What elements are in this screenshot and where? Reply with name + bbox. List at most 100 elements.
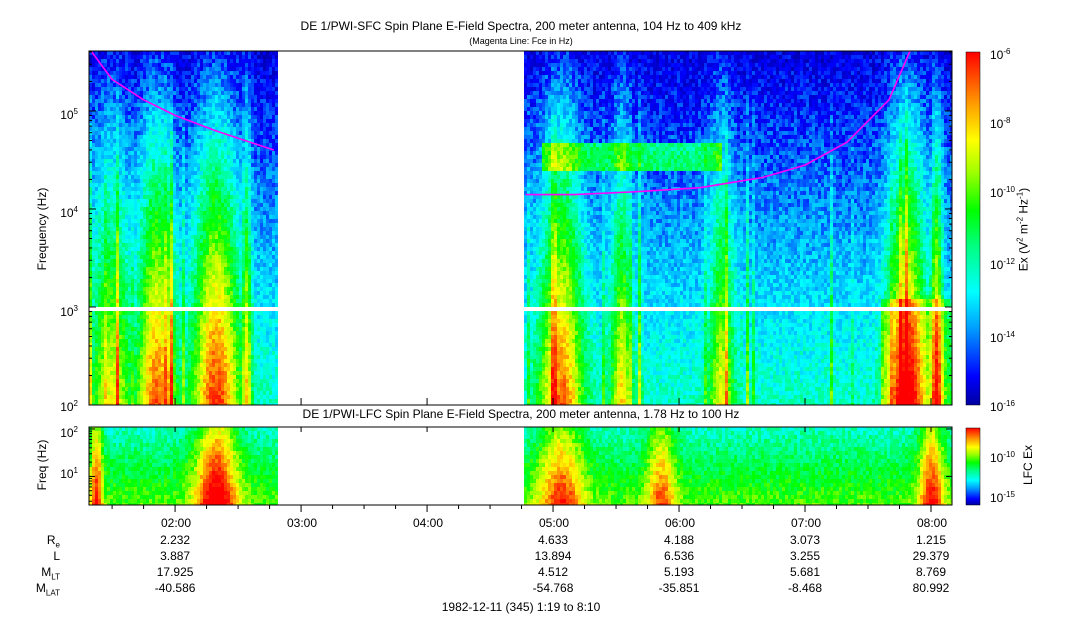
sfc-cell bbox=[137, 331, 140, 335]
sfc-cell bbox=[191, 267, 194, 271]
sfc-cell bbox=[155, 395, 158, 399]
sfc-cell bbox=[110, 139, 113, 143]
sfc-cell bbox=[89, 59, 92, 63]
sfc-cell bbox=[215, 91, 218, 95]
sfc-cell bbox=[155, 123, 158, 127]
sfc-cell bbox=[161, 191, 164, 195]
sfc-cell bbox=[212, 203, 215, 207]
sfc-cell bbox=[179, 323, 182, 327]
sfc-cell bbox=[164, 287, 167, 291]
sfc-cell bbox=[107, 303, 110, 307]
sfc-cell bbox=[182, 247, 185, 251]
sfc-cell bbox=[134, 303, 137, 307]
sfc-cell bbox=[176, 179, 179, 183]
sfc-cell bbox=[239, 371, 242, 375]
sfc-cell bbox=[155, 95, 158, 99]
sfc-cell bbox=[167, 371, 170, 375]
sfc-cell bbox=[125, 299, 128, 303]
sfc-cell bbox=[233, 191, 236, 195]
sfc-cell bbox=[140, 315, 143, 319]
sfc-cell bbox=[119, 79, 122, 83]
sfc-cell bbox=[254, 383, 257, 387]
sfc-cell bbox=[128, 95, 131, 99]
sfc-cell bbox=[203, 303, 206, 307]
sfc-cell bbox=[146, 67, 149, 71]
sfc-cell bbox=[131, 403, 134, 405]
sfc-cell bbox=[122, 247, 125, 251]
sfc-cell bbox=[146, 327, 149, 331]
sfc-cell bbox=[122, 143, 125, 147]
sfc-cell bbox=[224, 147, 227, 151]
sfc-cell bbox=[152, 295, 155, 299]
sfc-cell bbox=[164, 127, 167, 131]
sfc-cell bbox=[200, 195, 203, 199]
sfc-cell bbox=[227, 251, 230, 255]
sfc-cell bbox=[143, 331, 146, 335]
sfc-cell bbox=[137, 303, 140, 307]
sfc-cell bbox=[167, 207, 170, 211]
sfc-cell bbox=[89, 167, 92, 171]
sfc-cell bbox=[158, 343, 161, 347]
sfc-cell bbox=[251, 163, 254, 167]
sfc-cell bbox=[164, 139, 167, 143]
sfc-cell bbox=[161, 267, 164, 271]
sfc-cell bbox=[128, 167, 131, 171]
sfc-cell bbox=[227, 231, 230, 235]
sfc-cell bbox=[221, 55, 224, 59]
sfc-cell bbox=[212, 259, 215, 263]
sfc-cell bbox=[98, 159, 101, 163]
sfc-cell bbox=[107, 115, 110, 119]
sfc-cell bbox=[221, 403, 224, 405]
sfc-cell bbox=[173, 71, 176, 75]
sfc-cell bbox=[125, 283, 128, 287]
sfc-cell bbox=[185, 111, 188, 115]
sfc-cell bbox=[248, 239, 251, 243]
sfc-cell bbox=[89, 199, 92, 203]
sfc-cell bbox=[125, 95, 128, 99]
sfc-cell bbox=[167, 107, 170, 111]
sfc-cell bbox=[242, 247, 245, 251]
sfc-cell bbox=[173, 55, 176, 59]
sfc-cell bbox=[137, 163, 140, 167]
sfc-cell bbox=[206, 103, 209, 107]
sfc-cell bbox=[224, 159, 227, 163]
sfc-cell bbox=[137, 335, 140, 339]
sfc-cell bbox=[242, 119, 245, 123]
sfc-cell bbox=[218, 167, 221, 171]
sfc-cell bbox=[134, 275, 137, 279]
sfc-cell bbox=[101, 99, 104, 103]
sfc-cell bbox=[173, 331, 176, 335]
sfc-cell bbox=[218, 271, 221, 275]
sfc-cell bbox=[89, 67, 92, 71]
sfc-cell bbox=[257, 291, 260, 295]
sfc-cell bbox=[242, 199, 245, 203]
sfc-cell bbox=[137, 255, 140, 259]
sfc-cell bbox=[101, 223, 104, 227]
sfc-cell bbox=[164, 195, 167, 199]
sfc-cell bbox=[119, 91, 122, 95]
sfc-cell bbox=[92, 351, 95, 355]
sfc-cell bbox=[164, 291, 167, 295]
sfc-cell bbox=[152, 99, 155, 103]
sfc-cell bbox=[191, 179, 194, 183]
sfc-cell bbox=[131, 363, 134, 367]
sfc-cell bbox=[191, 63, 194, 67]
sfc-cell bbox=[170, 87, 173, 91]
sfc-cell bbox=[200, 339, 203, 343]
sfc-cell bbox=[233, 371, 236, 375]
sfc-cell bbox=[254, 271, 257, 275]
sfc-cell bbox=[245, 223, 248, 227]
sfc-cell bbox=[161, 327, 164, 331]
sfc-cell bbox=[182, 255, 185, 259]
sfc-cell bbox=[233, 295, 236, 299]
sfc-cell bbox=[170, 167, 173, 171]
sfc-cell bbox=[140, 295, 143, 299]
sfc-cell bbox=[92, 255, 95, 259]
sfc-cell bbox=[206, 255, 209, 259]
sfc-cell bbox=[197, 223, 200, 227]
sfc-cell bbox=[149, 267, 152, 271]
sfc-cell bbox=[200, 111, 203, 115]
sfc-cell bbox=[188, 283, 191, 287]
sfc-cell bbox=[95, 239, 98, 243]
sfc-cell bbox=[149, 171, 152, 175]
